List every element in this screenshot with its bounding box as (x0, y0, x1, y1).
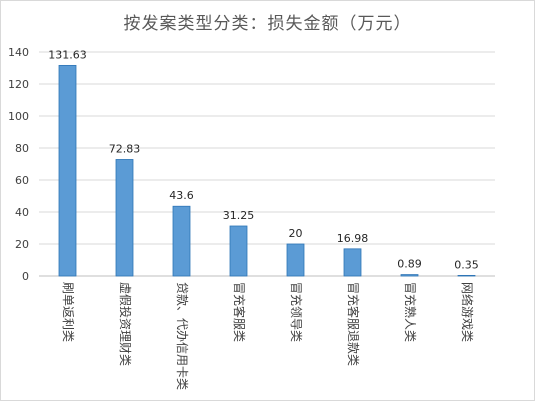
category-label: 刷单返利类 (61, 282, 75, 342)
category-label: 冒充客服类 (232, 282, 247, 342)
y-tick-label: 60 (15, 174, 29, 187)
bars (58, 64, 476, 277)
category-label: 冒充客服退款类 (346, 282, 361, 366)
data-label: 43.6 (169, 189, 194, 202)
data-label: 72.83 (109, 142, 141, 155)
category-label: 网络游戏类 (460, 282, 475, 342)
y-tick-label: 20 (15, 238, 29, 251)
bar (115, 159, 134, 277)
category-label: 贷款、代办信用卡类 (175, 282, 190, 390)
category-labels: 刷单返利类 虚假投资理财类 贷款、代办信用卡类 冒充客服类 冒充领导类 冒充客服退款类 冒充… (61, 282, 475, 390)
data-label: 131.63 (48, 48, 87, 61)
category-label: 冒充熟人类 (403, 282, 418, 342)
grid-lines (39, 51, 495, 277)
bar (286, 243, 305, 277)
category-label: 虚假投资理财类 (118, 282, 133, 366)
y-tick-label: 120 (8, 78, 29, 91)
data-label: 16.98 (337, 232, 369, 245)
category-label: 冒充领导类 (289, 282, 304, 342)
y-tick-label: 40 (15, 206, 29, 219)
bar (58, 64, 77, 277)
data-labels: 131.63 72.83 43.6 31.25 20 16.98 0.89 0.35 (48, 48, 479, 271)
chart-title: 按发案类型分类：损失金额（万元） (123, 14, 412, 34)
y-axis-ticks: 0 20 40 60 80 100 120 140 (8, 46, 29, 283)
bar (229, 225, 248, 277)
bar (400, 274, 419, 277)
y-tick-label: 80 (15, 142, 29, 155)
y-tick-label: 0 (22, 270, 29, 283)
bar (457, 274, 476, 277)
bar (172, 205, 191, 277)
data-label: 0.35 (454, 258, 479, 271)
bar (343, 248, 362, 277)
data-label: 20 (289, 227, 303, 240)
data-label: 31.25 (223, 209, 255, 222)
y-tick-label: 100 (8, 110, 29, 123)
data-label: 0.89 (397, 258, 422, 271)
y-tick-label: 140 (8, 46, 29, 59)
